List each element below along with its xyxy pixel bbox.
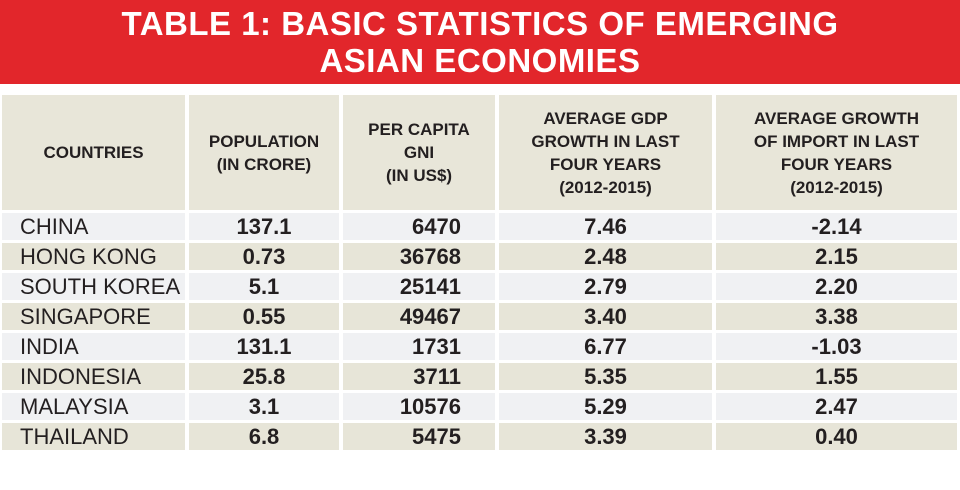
country-cell: SOUTH KOREA: [2, 273, 185, 300]
import-growth-cell: 0.40: [716, 423, 957, 450]
table-row: SINGAPORE 0.55 49467 3.40 3.38: [2, 303, 957, 330]
header-per-capita-gni: PER CAPITA GNI (IN US$): [343, 95, 495, 210]
country-cell: INDIA: [2, 333, 185, 360]
population-cell: 131.1: [189, 333, 339, 360]
gni-cell: 36768: [343, 243, 495, 270]
import-growth-cell: 2.15: [716, 243, 957, 270]
table-row: INDIA 131.1 1731 6.77 -1.03: [2, 333, 957, 360]
import-growth-cell: 2.20: [716, 273, 957, 300]
gni-cell: 5475: [343, 423, 495, 450]
header-countries: COUNTRIES: [2, 95, 185, 210]
table-title-line-2: ASIAN ECONOMIES: [319, 42, 641, 79]
gni-cell: 1731: [343, 333, 495, 360]
table-title-line-1: TABLE 1: BASIC STATISTICS OF EMERGING: [121, 5, 839, 42]
population-cell: 3.1: [189, 393, 339, 420]
gdp-growth-cell: 5.29: [499, 393, 712, 420]
header-average-import-growth: AVERAGE GROWTH OF IMPORT IN LAST FOUR YE…: [716, 95, 957, 210]
gni-cell: 6470: [343, 213, 495, 240]
gdp-growth-cell: 2.48: [499, 243, 712, 270]
header-row: COUNTRIES POPULATION (IN CRORE) PER CAPI…: [2, 95, 957, 210]
country-cell: THAILAND: [2, 423, 185, 450]
table-row: INDONESIA 25.8 3711 5.35 1.55: [2, 363, 957, 390]
gdp-growth-cell: 7.46: [499, 213, 712, 240]
population-cell: 0.73: [189, 243, 339, 270]
statistics-table: COUNTRIES POPULATION (IN CRORE) PER CAPI…: [0, 92, 960, 453]
import-growth-cell: 3.38: [716, 303, 957, 330]
table-row: SOUTH KOREA 5.1 25141 2.79 2.20: [2, 273, 957, 300]
header-population: POPULATION (IN CRORE): [189, 95, 339, 210]
table-row: MALAYSIA 3.1 10576 5.29 2.47: [2, 393, 957, 420]
import-growth-cell: 1.55: [716, 363, 957, 390]
population-cell: 0.55: [189, 303, 339, 330]
country-cell: MALAYSIA: [2, 393, 185, 420]
gdp-growth-cell: 3.40: [499, 303, 712, 330]
country-cell: INDONESIA: [2, 363, 185, 390]
import-growth-cell: 2.47: [716, 393, 957, 420]
gdp-growth-cell: 3.39: [499, 423, 712, 450]
header-average-gdp-growth: AVERAGE GDP GROWTH IN LAST FOUR YEARS (2…: [499, 95, 712, 210]
population-cell: 137.1: [189, 213, 339, 240]
country-cell: HONG KONG: [2, 243, 185, 270]
table-row: CHINA 137.1 6470 7.46 -2.14: [2, 213, 957, 240]
gni-cell: 25141: [343, 273, 495, 300]
population-cell: 6.8: [189, 423, 339, 450]
population-cell: 5.1: [189, 273, 339, 300]
gni-cell: 3711: [343, 363, 495, 390]
table-row: THAILAND 6.8 5475 3.39 0.40: [2, 423, 957, 450]
country-cell: SINGAPORE: [2, 303, 185, 330]
table-row: HONG KONG 0.73 36768 2.48 2.15: [2, 243, 957, 270]
country-cell: CHINA: [2, 213, 185, 240]
import-growth-cell: -1.03: [716, 333, 957, 360]
import-growth-cell: -2.14: [716, 213, 957, 240]
gdp-growth-cell: 6.77: [499, 333, 712, 360]
gdp-growth-cell: 5.35: [499, 363, 712, 390]
gni-cell: 49467: [343, 303, 495, 330]
gdp-growth-cell: 2.79: [499, 273, 712, 300]
gni-cell: 10576: [343, 393, 495, 420]
table-title: TABLE 1: BASIC STATISTICS OF EMERGING AS…: [0, 0, 960, 84]
population-cell: 25.8: [189, 363, 339, 390]
